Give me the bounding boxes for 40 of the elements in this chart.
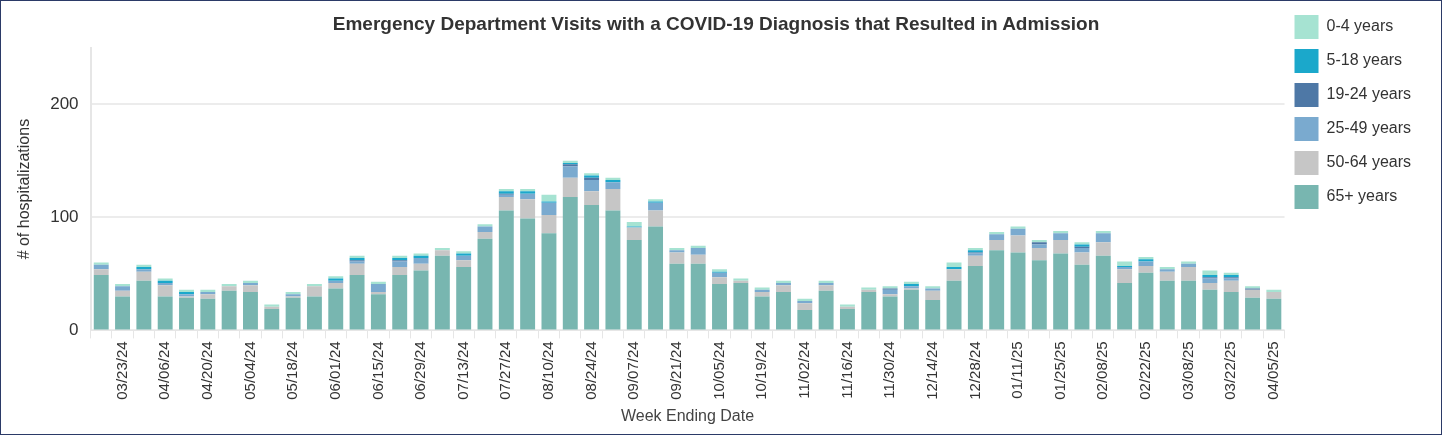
legend-label: 19-24 years [1326,85,1412,103]
x-tick-label: 07/27/24 [496,341,514,400]
x-tick-label: 01/25/25 [1050,341,1068,400]
x-tick-label: 06/15/24 [368,341,386,400]
x-tick-label: 05/04/24 [240,341,258,400]
legend-label: 50-64 years [1326,153,1412,171]
x-tick-label: 02/08/25 [1093,341,1111,400]
x-tick-label: 11/30/24 [880,341,898,399]
x-tick-label: 03/23/24 [112,341,130,400]
x-tick-label: 09/07/24 [624,341,642,400]
x-tick-label: 12/14/24 [922,341,940,400]
x-axis-title: Week Ending Date [620,406,755,424]
legend-label: 5-18 years [1326,51,1403,69]
x-tick-label: 11/16/24 [837,341,855,399]
chart-title: Emergency Department Visits with a COVID-19 Diagnosis that Resulted in Admission [332,12,1100,34]
y-axis-title: # of hospitalizations [15,118,33,260]
x-tick-label: 06/01/24 [325,341,343,400]
y-tick-label: 200 [50,94,79,114]
x-tick-label: 05/18/24 [283,341,301,400]
x-tick-label: 06/29/24 [411,341,429,400]
x-tick-label: 04/06/24 [155,341,173,400]
legend-label: 0-4 years [1326,17,1394,35]
legend-label: 25-49 years [1326,119,1412,137]
x-tick-label: 11/02/24 [794,341,812,399]
y-tick-label: 100 [50,207,79,227]
x-tick-label: 03/22/25 [1221,341,1239,400]
x-tick-label: 07/13/24 [453,341,471,400]
x-tick-label: 08/10/24 [539,341,557,400]
x-tick-label: 08/24/24 [581,341,599,400]
x-tick-label: 04/05/25 [1263,341,1281,400]
x-tick-label: 10/05/24 [709,341,727,400]
x-tick-label: 12/28/24 [965,341,983,400]
x-tick-label: 02/22/25 [1136,341,1154,400]
x-tick-label: 10/19/24 [752,341,770,400]
x-tick-label: 09/21/24 [667,341,685,400]
x-tick-label: 01/11/25 [1008,341,1026,399]
y-tick-label: 0 [69,320,79,340]
x-tick-label: 04/20/24 [197,341,215,400]
legend-label: 65+ years [1326,187,1398,205]
x-tick-label: 03/08/25 [1178,341,1196,400]
